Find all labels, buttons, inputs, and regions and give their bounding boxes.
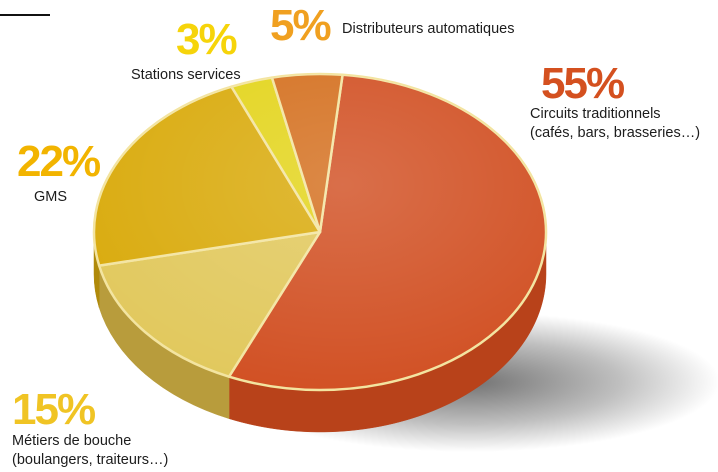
- slice-name-metiers: Métiers de bouche: [12, 433, 132, 449]
- slice-label-gms: 22% GMS: [17, 137, 101, 207]
- slice-name-stations-text: Stations services: [131, 67, 241, 83]
- slice-percent-circuits: 55%: [541, 59, 625, 108]
- slice-name-distributeurs-text: Distributeurs automatiques: [342, 21, 515, 37]
- slice-sublabel-circuits: (cafés, bars, brasseries…): [530, 125, 701, 141]
- slice-names-circuits: Circuits traditionnels (cafés, bars, bra…: [530, 105, 700, 143]
- slice-name-gms: GMS: [34, 189, 68, 205]
- slice-name-stations: Stations services: [131, 66, 241, 85]
- top-rule: [0, 14, 50, 16]
- slice-label-metiers: 15% Métiers de bouche (boulangers, trait…: [12, 388, 168, 470]
- slice-percent-distributeurs: 5%: [270, 1, 332, 50]
- slice-percent-gms: 22%: [17, 137, 101, 186]
- slice-percent-stations: 3%: [176, 15, 238, 64]
- slice-percent-distributeurs-text: 5%: [270, 1, 332, 50]
- slice-name-circuits: Circuits traditionnels: [530, 106, 661, 122]
- slice-percent-stations-text: 3%: [176, 15, 238, 64]
- slice-name-distributeurs: Distributeurs automatiques: [342, 20, 514, 39]
- pie-top-shine: [94, 74, 546, 390]
- slice-label-circuits: 55%: [541, 59, 625, 108]
- slice-percent-metiers: 15%: [12, 385, 96, 434]
- slice-sublabel-metiers: (boulangers, traiteurs…): [12, 452, 169, 468]
